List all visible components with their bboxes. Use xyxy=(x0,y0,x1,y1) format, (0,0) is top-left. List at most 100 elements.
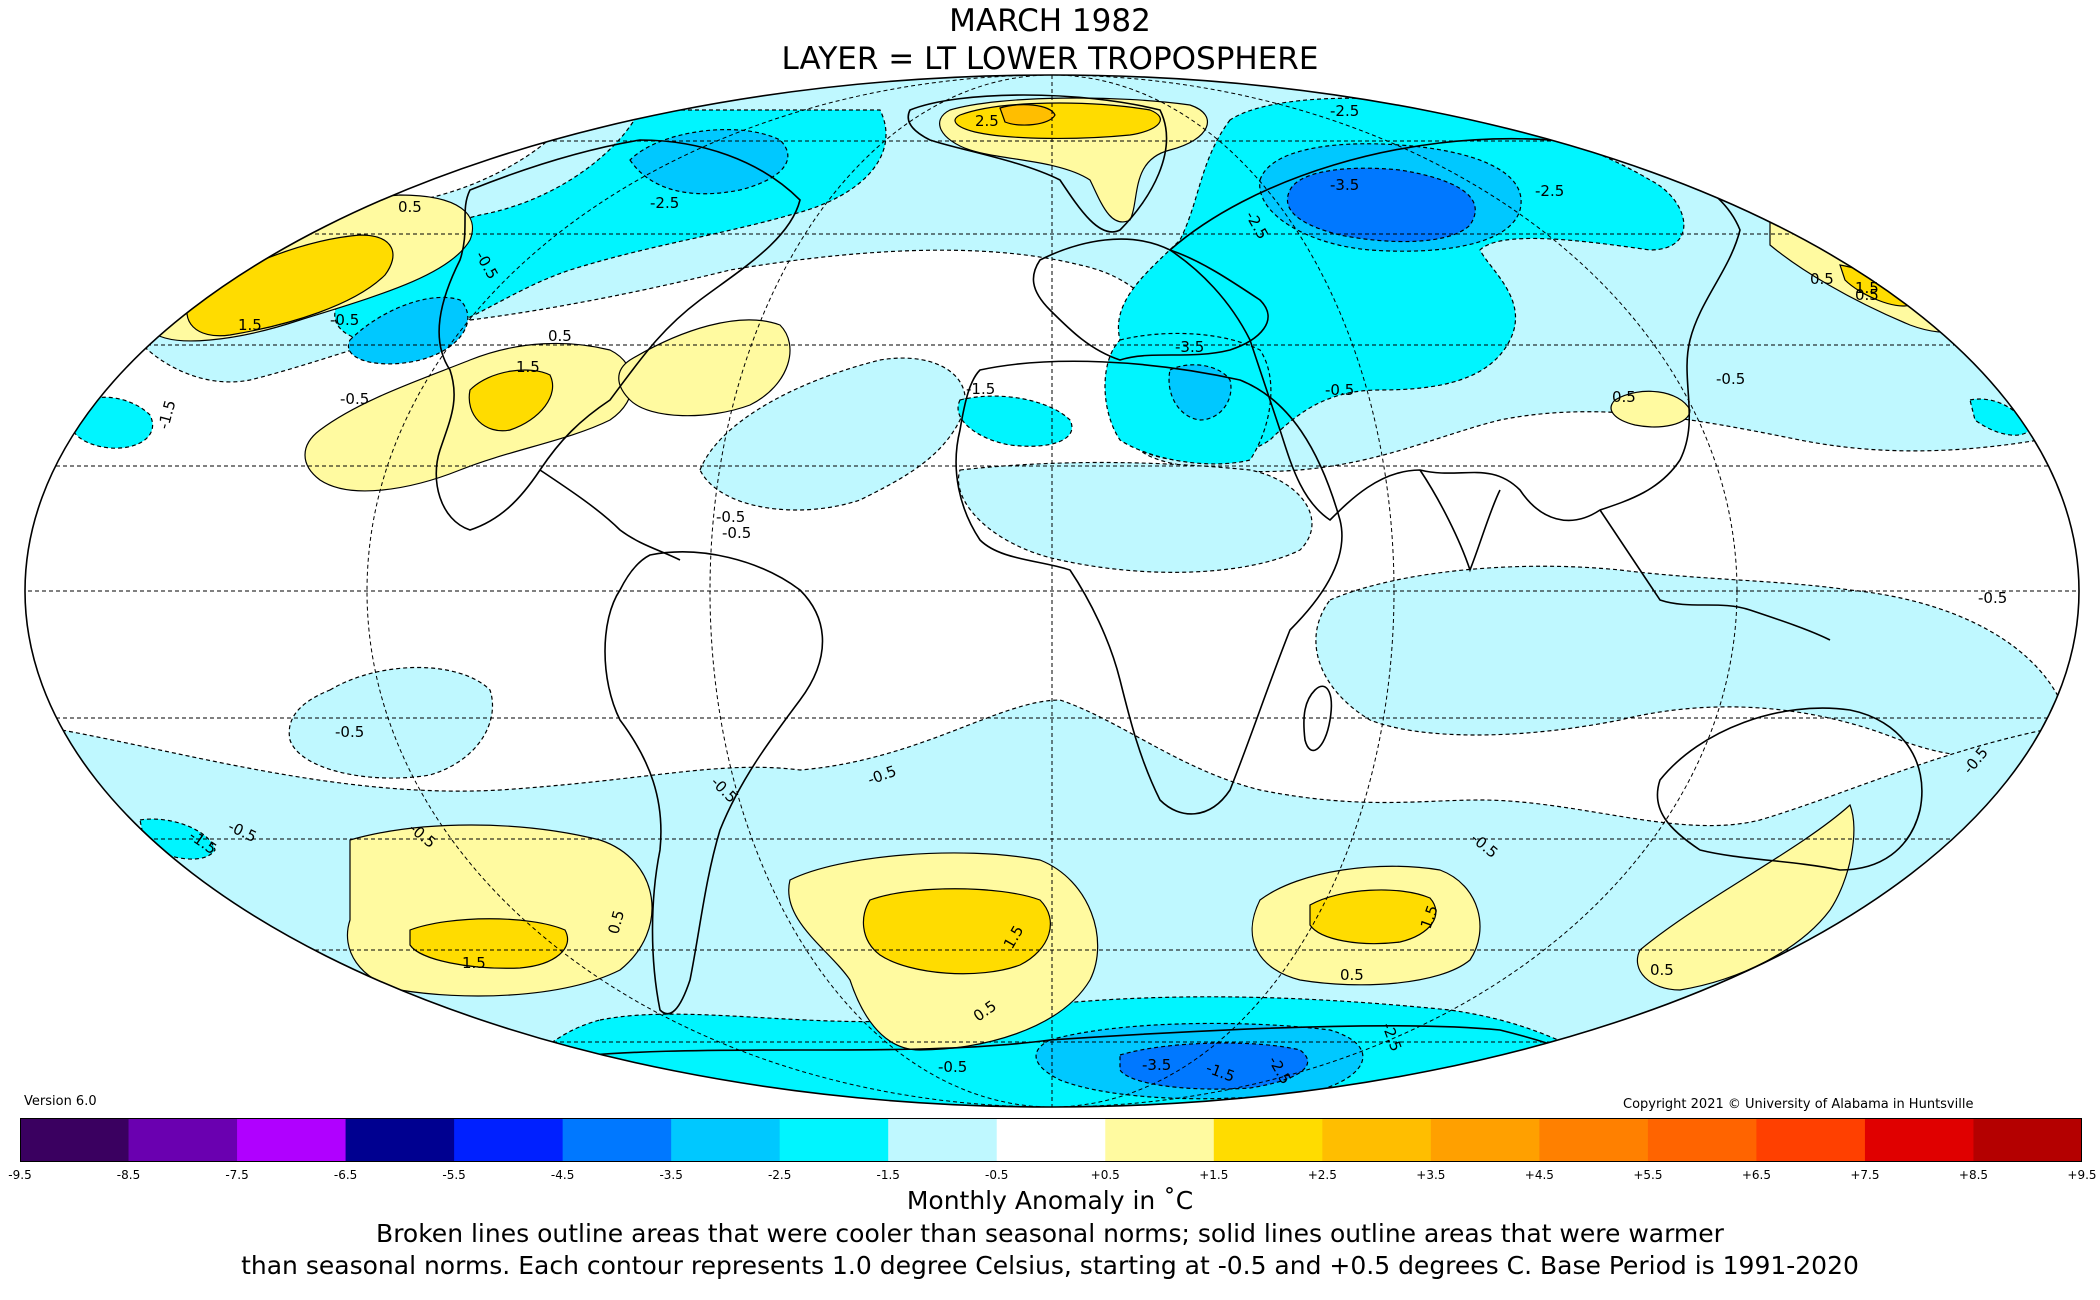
region-canada-cool3 xyxy=(629,129,789,195)
region-south-pacific-warm1 xyxy=(346,824,653,997)
map-title: MARCH 1982 xyxy=(949,3,1151,39)
anomaly-regions xyxy=(25,75,2079,1107)
contour-label: -0.5 xyxy=(1978,589,2007,607)
contour-label: -1.5 xyxy=(966,380,995,398)
map-subtitle: LAYER = LT LOWER TROPOSPHERE xyxy=(781,41,1319,77)
colorbar-tick-label: -3.5 xyxy=(659,1168,683,1182)
anomaly-map: 0.5 1.5 -0.5 -1.5 -2.5 -3.5 2.5 -2.5 -3.… xyxy=(24,74,2080,1108)
contour-label: 0.5 xyxy=(1810,270,1834,288)
colorbar-segment xyxy=(1864,1118,1974,1162)
region-siberia-cool4 xyxy=(1286,167,1476,243)
globe-outline xyxy=(24,74,2080,1108)
region-na-cool3 xyxy=(347,296,469,365)
colorbar-segment xyxy=(779,1118,889,1162)
version-label: Version 6.0 xyxy=(24,1094,97,1109)
africa-outline xyxy=(955,360,1343,815)
region-china-warm1 xyxy=(1610,390,1691,428)
region-indian-warm2 xyxy=(1309,889,1437,945)
explanation-line-1: Broken lines outline areas that were coo… xyxy=(376,1219,1724,1248)
contour-label: -0.5 xyxy=(340,390,369,408)
contour-label: 1.5 xyxy=(238,316,262,334)
region-us-warm2 xyxy=(468,369,554,432)
new-zealand-outline xyxy=(1919,858,1951,902)
colorbar-tick-label: +1.5 xyxy=(1199,1168,1229,1182)
region-egypt-cool3 xyxy=(1168,364,1232,421)
central-america-outline xyxy=(539,469,681,561)
colorbar-segment xyxy=(562,1118,672,1162)
colorbar-tick-label: +4.5 xyxy=(1524,1168,1554,1182)
contour-label: -3.5 xyxy=(1142,1056,1171,1074)
copyright-label: Copyright 2021 © University of Alabama i… xyxy=(1623,1097,1974,1112)
region-antarctic-cool4 xyxy=(1119,1042,1309,1090)
contour-label: -0.5 xyxy=(716,508,745,526)
contour-label: -0.5 xyxy=(1716,370,1745,388)
contour-label: 2.5 xyxy=(975,112,999,130)
colorbar-tick-label: -7.5 xyxy=(225,1168,249,1182)
india-outline xyxy=(1419,469,1501,573)
region-tasman-warm1 xyxy=(1636,803,1855,991)
colorbar-tick-label: +8.5 xyxy=(1958,1168,1989,1182)
contour-label: 1.5 xyxy=(462,954,486,972)
colorbar-tick-label: +9.5 xyxy=(2067,1168,2097,1182)
colorbar-border xyxy=(20,1118,2082,1162)
colorbar-segment xyxy=(996,1118,1106,1162)
colorbar-segment xyxy=(1973,1118,2082,1162)
colorbar-segment xyxy=(1430,1118,1540,1162)
region-atlantic-warm1 xyxy=(618,319,791,417)
colorbar-tick-label: +0.5 xyxy=(1090,1168,1120,1182)
region-alaska-warm2 xyxy=(186,234,394,337)
contour-label: -2.5 xyxy=(1330,102,1359,120)
contour-label: 1.5 xyxy=(1855,279,1879,297)
colorbar-segment xyxy=(1756,1118,1866,1162)
colorbar-unit-label: Monthly Anomaly in ˚C xyxy=(906,1186,1194,1215)
colorbar-tick-label: -5.5 xyxy=(442,1168,466,1182)
coastlines xyxy=(435,94,1951,1081)
explanation-line-2: than seasonal norms. Each contour repres… xyxy=(241,1251,1859,1280)
contour-label: -0.5 xyxy=(330,311,359,329)
colorbar-segment xyxy=(671,1118,781,1162)
colorbar-segment xyxy=(20,1118,130,1162)
colorbar-segment xyxy=(128,1118,238,1162)
contour-label: -2.5 xyxy=(650,194,679,212)
contour-label: -3.5 xyxy=(1175,338,1204,356)
region-atlantic-cool2 xyxy=(957,395,1073,447)
colorbar-segment xyxy=(1213,1118,1323,1162)
colorbar-tick-label: +2.5 xyxy=(1307,1168,1337,1182)
southeast-asia-outline xyxy=(1599,509,1831,641)
colorbar-tick-label: +7.5 xyxy=(1850,1168,1880,1182)
contour-label: 0.5 xyxy=(548,327,572,345)
europe-outline xyxy=(1032,238,1269,361)
north-america-outline xyxy=(435,139,801,531)
contour-label: 0.5 xyxy=(1855,286,1879,304)
region-south-atlantic-warm2 xyxy=(862,888,1051,975)
colorbar-tick-label: -0.5 xyxy=(985,1168,1009,1182)
contour-label: -0.5 xyxy=(722,524,751,542)
region-indonesia-cool xyxy=(1315,565,2061,757)
colorbar xyxy=(20,1118,2082,1162)
colorbar-ticks: -9.5 -8.5 -7.5 -6.5 -5.5 -4.5 -3.5 -2.5 -1.5 -0.5… xyxy=(0,1168,2100,1188)
colorbar-tick-label: -8.5 xyxy=(116,1168,141,1182)
colorbar-segment xyxy=(1539,1118,1649,1162)
colorbar-segment xyxy=(345,1118,455,1162)
contour-label: -3.5 xyxy=(1330,176,1359,194)
contour-label: 0.5 xyxy=(1612,388,1636,406)
south-america-outline xyxy=(604,551,824,1015)
australia-outline xyxy=(1656,707,1923,871)
colorbar-tick-label: +3.5 xyxy=(1416,1168,1446,1182)
region-south-pacific-cool xyxy=(288,666,494,779)
contour-label: 0.5 xyxy=(1650,961,1674,979)
colorbar-tick-label: +5.5 xyxy=(1633,1168,1663,1182)
colorbar-segment xyxy=(1322,1118,1432,1162)
contour-label: 0.5 xyxy=(398,198,422,216)
colorbar-segment xyxy=(237,1118,347,1162)
greenland-outline xyxy=(907,94,1168,233)
colorbar-tick-label: -4.5 xyxy=(550,1168,575,1182)
contour-label: 0.5 xyxy=(1340,966,1364,984)
colorbar-tick-label: -9.5 xyxy=(8,1168,32,1182)
colorbar-tick-label: -1.5 xyxy=(876,1168,900,1182)
contour-label: -0.5 xyxy=(335,723,364,741)
colorbar-tick-label: -2.5 xyxy=(767,1168,792,1182)
colorbar-tick-label: +6.5 xyxy=(1741,1168,1771,1182)
colorbar-segment xyxy=(1647,1118,1757,1162)
region-south-pacific-warm2 xyxy=(409,918,569,969)
